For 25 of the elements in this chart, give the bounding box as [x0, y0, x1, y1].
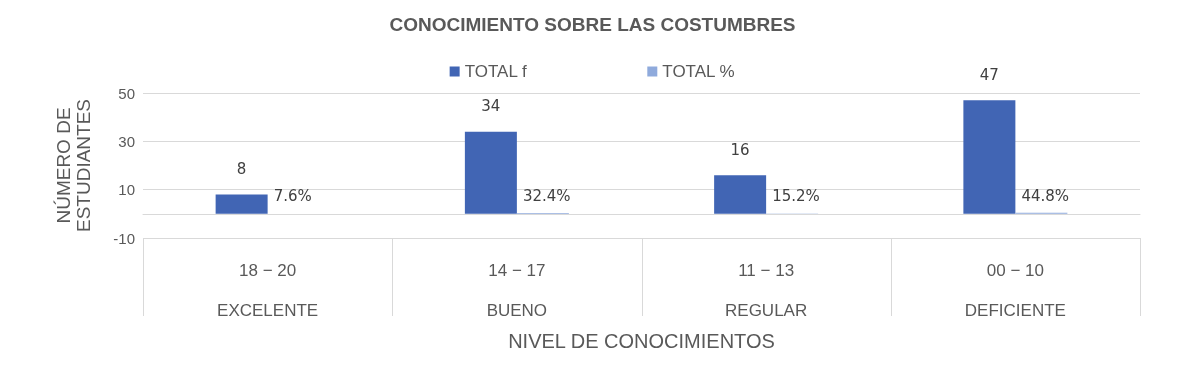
data-label: 15.2%	[772, 187, 820, 206]
y-tick-label: 50	[118, 84, 135, 102]
y-tick-label: 10	[118, 181, 135, 199]
data-label: 44.8%	[1021, 187, 1070, 206]
y-axis-title: NÚMERO DE ESTUDIANTES	[52, 98, 94, 233]
data-label: 34	[481, 97, 501, 116]
bar	[464, 131, 517, 214]
data-label: 47	[979, 65, 999, 84]
data-label: 32.4%	[522, 187, 571, 206]
category-label: 11 − 13 REGULAR	[725, 260, 808, 320]
bar	[215, 194, 268, 214]
bar	[963, 100, 1016, 214]
legend-label: TOTAL f	[464, 62, 527, 81]
data-label: 16	[730, 140, 750, 159]
category-label: 00 − 10 DEFICIENTE	[964, 260, 1066, 320]
y-tick-label: 30	[118, 132, 135, 150]
data-label: 7.6%	[273, 187, 312, 206]
category-label: 14 − 17 BUENO	[486, 260, 548, 320]
category-label: 18 − 20 EXCELENTE	[217, 260, 319, 320]
y-tick-label: -10	[113, 229, 135, 247]
chart-title: CONOCIMIENTO SOBRE LAS COSTUMBRES	[389, 14, 796, 35]
bar	[714, 175, 767, 214]
data-label: 8	[236, 160, 247, 178]
x-axis-title: NIVEL DE CONOCIMIENTOS	[508, 329, 775, 352]
legend-label: TOTAL %	[662, 62, 735, 81]
